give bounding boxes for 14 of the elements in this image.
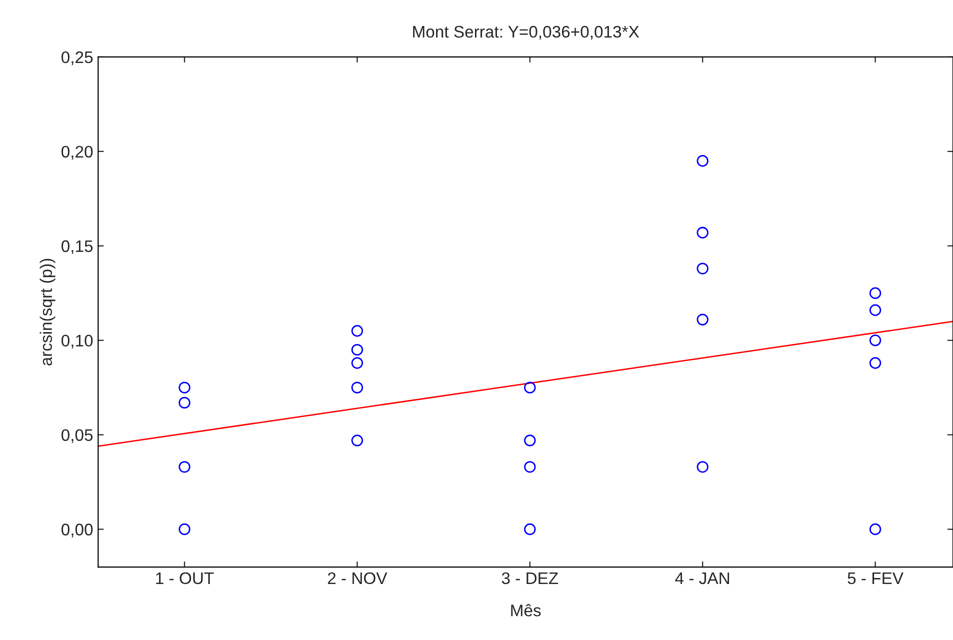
y-tick-label: 0,10 [62,334,93,349]
x-tick-label: 5 - FEV [848,572,904,584]
x-tick-label: 1 - OUT [156,572,214,584]
x-tick-label: 3 - DEZ [502,572,558,584]
y-axis-title: arcsin(sqrt (p)) [40,258,56,366]
x-tick-label: 2 - NOV [328,572,388,584]
y-tick-label: 0,05 [62,429,93,443]
x-axis-title: Mês [511,604,541,616]
x-tick-label: 4 - JAN [675,572,730,584]
y-tick-label: 0,20 [62,146,93,160]
y-tick-label: 0,15 [62,240,93,254]
y-tick-label: 0,25 [62,51,93,66]
chart-title: Mont Serrat: Y=0,036+0,013*X [413,26,640,40]
y-tick-label: 0,00 [62,524,93,538]
